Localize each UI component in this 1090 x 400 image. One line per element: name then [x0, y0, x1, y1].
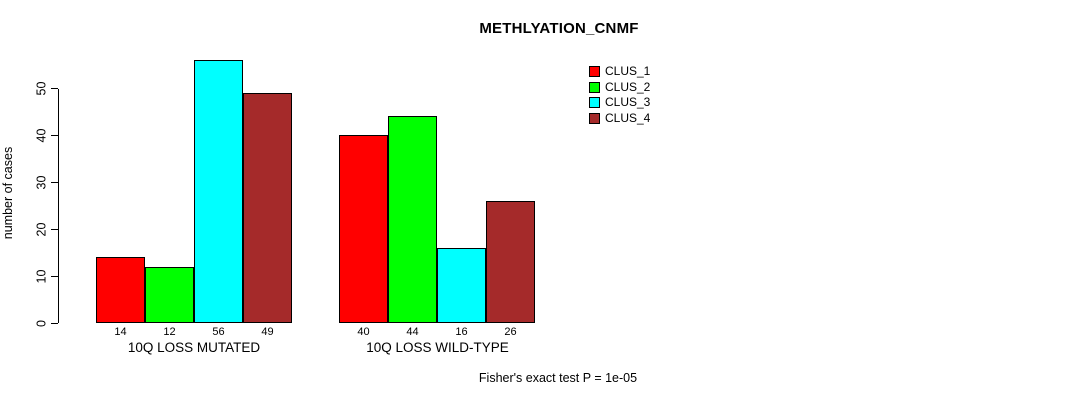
bar-clus_2-group2: [388, 116, 437, 323]
y-tick: [51, 322, 58, 324]
legend-item-clus-1: CLUS_1: [589, 64, 651, 78]
bar-value-label-clus_2-group1: 12: [163, 326, 176, 338]
y-tick-label: 40: [34, 128, 49, 142]
y-axis-line: [58, 89, 59, 323]
legend-item-clus-4: CLUS_4: [589, 110, 651, 125]
bar-value-label-clus_4-group2: 26: [504, 326, 517, 338]
y-tick-label: 30: [34, 175, 49, 189]
y-tick-label: 10: [34, 269, 49, 283]
y-tick: [51, 228, 58, 230]
legend: CLUS_1 CLUS_2 CLUS_3 CLUS_4: [589, 64, 651, 128]
bar-clus_1-group2: [339, 135, 388, 323]
legend-swatch-clus-2: [589, 81, 600, 93]
bar-value-label-clus_3-group2: 16: [455, 326, 468, 338]
legend-swatch-clus-4: [589, 112, 600, 124]
y-tick-label: 20: [34, 222, 49, 236]
bar-clus_3-group2: [437, 247, 486, 323]
y-tick: [51, 181, 58, 183]
legend-label-clus-3: CLUS_3: [605, 95, 651, 109]
legend-item-clus-2: CLUS_2: [589, 79, 651, 94]
bar-clus_1-group1: [96, 257, 145, 323]
y-tick: [51, 87, 58, 89]
y-tick-label: 0: [34, 319, 49, 327]
chart-title: METHLYATION_CNMF: [479, 20, 639, 37]
legend-label-clus-4: CLUS_4: [605, 110, 651, 125]
legend-label-clus-1: CLUS_1: [605, 64, 651, 78]
bar-clus_4-group2: [486, 200, 535, 323]
x-group-label-wild-type: 10Q LOSS WILD-TYPE: [366, 340, 509, 355]
y-tick-label: 50: [34, 81, 49, 95]
bar-clus_4-group1: [243, 92, 292, 323]
y-tick: [51, 134, 58, 136]
y-axis-title: number of cases: [1, 146, 15, 240]
bar-clus_2-group1: [145, 266, 194, 323]
bar-value-label-clus_4-group1: 49: [261, 326, 274, 338]
footnote-fishers-test: Fisher's exact test P = 1e-05: [478, 371, 638, 385]
legend-swatch-clus-1: [589, 66, 600, 77]
bar-clus_3-group1: [194, 59, 243, 323]
y-tick: [51, 275, 58, 277]
x-group-label-mutated: 10Q LOSS MUTATED: [127, 340, 261, 355]
legend-item-clus-3: CLUS_3: [589, 95, 651, 109]
bar-value-label-clus_2-group2: 44: [406, 326, 419, 338]
bar-value-label-clus_1-group1: 14: [114, 326, 127, 338]
bar-value-label-clus_1-group2: 40: [357, 326, 370, 338]
legend-label-clus-2: CLUS_2: [605, 79, 651, 94]
bar-value-label-clus_3-group1: 56: [212, 326, 225, 338]
legend-swatch-clus-3: [589, 97, 600, 108]
